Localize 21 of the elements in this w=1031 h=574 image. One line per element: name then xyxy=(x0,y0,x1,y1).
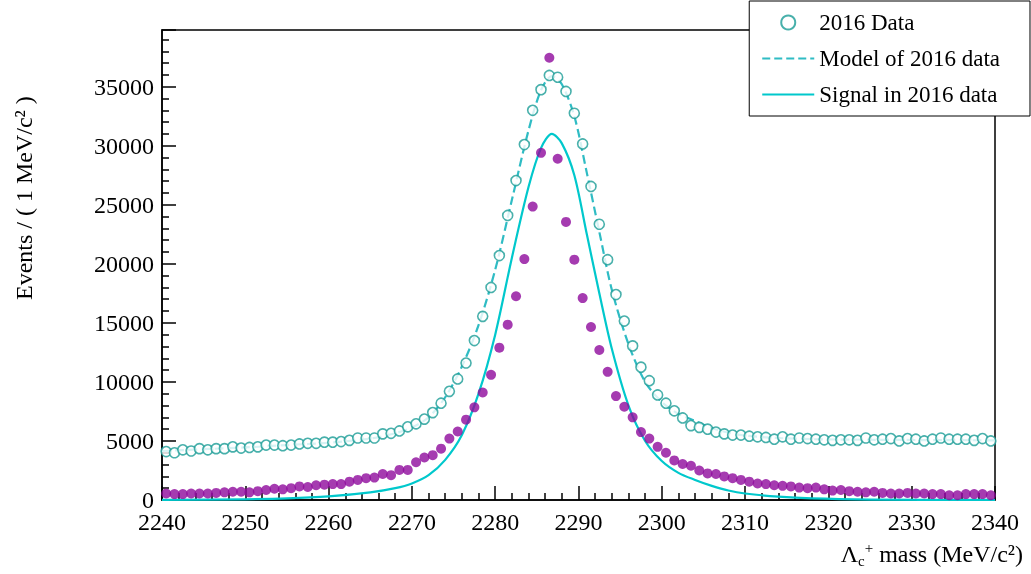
legend-label: 2016 Data xyxy=(819,10,915,35)
x-tick-label: 2250 xyxy=(221,509,270,535)
y-tick-label: 20000 xyxy=(94,250,154,277)
y-tick-label: 25000 xyxy=(94,191,154,218)
y-tick-label: 30000 xyxy=(94,132,154,159)
y-tick-label: 10000 xyxy=(94,368,154,395)
x-tick-label: 2330 xyxy=(887,509,936,535)
x-tick-label: 2320 xyxy=(804,509,853,535)
x-tick-label: 2300 xyxy=(637,509,686,535)
x-tick-label: 2340 xyxy=(971,509,1019,535)
legend-label: Model of 2016 data xyxy=(819,46,1000,71)
x-tick-label: 2260 xyxy=(304,509,353,535)
x-tick-label: 2270 xyxy=(387,509,436,535)
y-tick-label: 5000 xyxy=(106,427,154,454)
x-tick-label: 2290 xyxy=(554,509,603,535)
legend-label: Signal in 2016 data xyxy=(819,82,998,107)
y-tick-label: 35000 xyxy=(94,73,154,100)
y-tick-label: 15000 xyxy=(94,309,154,336)
y-axis-title: Events / ( 1 MeV/c² ) xyxy=(11,96,37,300)
x-tick-label: 2280 xyxy=(471,509,520,535)
x-tick-label: 2310 xyxy=(721,509,770,535)
